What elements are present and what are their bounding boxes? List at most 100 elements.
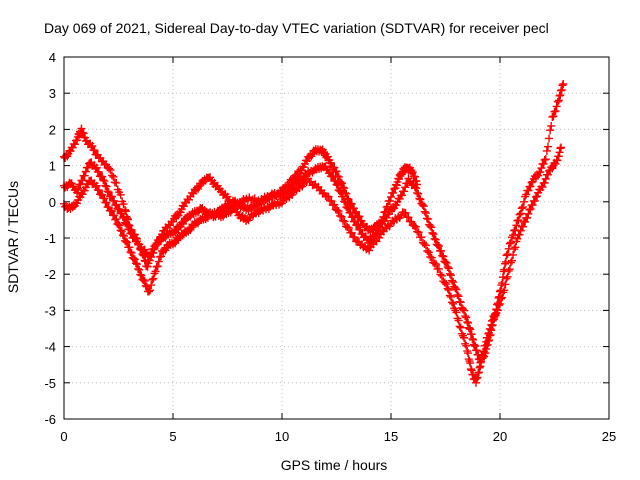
data-point <box>151 267 160 276</box>
data-point <box>385 196 394 205</box>
data-point <box>540 155 549 164</box>
y-tick-label: -5 <box>44 376 56 391</box>
data-point <box>333 181 342 190</box>
data-point <box>127 248 136 257</box>
data-point <box>80 171 89 180</box>
data-point <box>343 203 352 212</box>
data-point <box>408 168 417 177</box>
series-lower-track <box>60 143 566 387</box>
data-point <box>115 221 124 230</box>
data-point <box>510 245 519 254</box>
data-point <box>80 186 89 195</box>
data-point <box>350 233 359 242</box>
data-point <box>343 223 352 232</box>
y-tick-label: -1 <box>44 231 56 246</box>
data-point <box>107 207 116 216</box>
data-point <box>122 219 131 228</box>
data-point <box>439 252 448 261</box>
data-point <box>445 269 454 278</box>
data-point <box>507 256 516 265</box>
data-point <box>424 248 433 257</box>
data-point <box>134 264 143 273</box>
data-point <box>545 134 554 143</box>
data-point <box>525 205 534 214</box>
data-point <box>413 188 422 197</box>
data-point <box>556 144 565 153</box>
data-point <box>375 233 384 242</box>
data-point <box>433 241 442 250</box>
grid-lines <box>64 57 609 419</box>
data-point <box>554 96 563 105</box>
y-axis-label: SDTVAR / TECUs <box>5 181 21 293</box>
data-point <box>475 363 484 372</box>
data-point <box>426 252 435 261</box>
chart-title: Day 069 of 2021, Sidereal Day-to-day VTE… <box>44 20 549 36</box>
data-point <box>417 233 426 242</box>
y-tick-label: 1 <box>49 159 56 174</box>
data-point <box>483 333 492 342</box>
data-point <box>539 159 548 168</box>
data-point <box>334 207 343 216</box>
data-point <box>559 79 568 88</box>
data-point <box>355 212 364 221</box>
data-point <box>460 306 469 315</box>
data-point <box>448 298 457 307</box>
data-point <box>420 240 429 249</box>
data-point <box>416 195 425 204</box>
data-point <box>446 271 455 280</box>
data-point <box>455 322 464 331</box>
data-point <box>526 205 535 214</box>
data-point <box>518 203 527 212</box>
data-point <box>494 301 503 310</box>
data-point <box>123 238 132 247</box>
data-point <box>503 250 512 259</box>
data-point <box>472 346 481 355</box>
data-point <box>519 197 528 206</box>
data-point <box>400 187 409 196</box>
data-point <box>299 163 308 172</box>
data-point <box>126 248 135 257</box>
data-point <box>102 198 111 207</box>
data-point <box>556 91 565 100</box>
data-point <box>88 141 97 150</box>
data-point <box>90 146 99 155</box>
x-axis-label: GPS time / hours <box>281 457 388 473</box>
data-point <box>94 168 103 177</box>
data-point <box>503 272 512 281</box>
data-point <box>474 368 483 377</box>
data-point <box>123 220 132 229</box>
data-point <box>116 190 125 199</box>
data-point <box>410 221 419 230</box>
data-point <box>431 235 440 244</box>
data-point <box>487 320 496 329</box>
data-point <box>517 204 526 213</box>
data-point <box>392 201 401 210</box>
data-point <box>104 188 113 197</box>
data-point <box>511 243 520 252</box>
data-point <box>430 259 439 268</box>
plot-area-border <box>63 56 610 420</box>
data-point <box>553 156 562 165</box>
data-point <box>413 227 422 236</box>
data-point <box>480 347 489 356</box>
data-point <box>454 292 463 301</box>
data-point <box>509 250 518 259</box>
data-point <box>540 178 549 187</box>
data-point <box>557 85 566 94</box>
data-point <box>341 198 350 207</box>
data-point <box>515 210 524 219</box>
data-point <box>524 209 533 218</box>
data-point <box>397 191 406 200</box>
data-point <box>473 373 482 382</box>
data-point <box>424 215 433 224</box>
data-point <box>434 264 443 273</box>
data-point <box>469 335 478 344</box>
data-point <box>426 221 435 230</box>
data-point <box>537 164 546 173</box>
data-point <box>131 259 140 268</box>
data-point <box>506 238 515 247</box>
data-point <box>515 230 524 239</box>
data-point <box>444 286 453 295</box>
data-point <box>526 182 535 191</box>
